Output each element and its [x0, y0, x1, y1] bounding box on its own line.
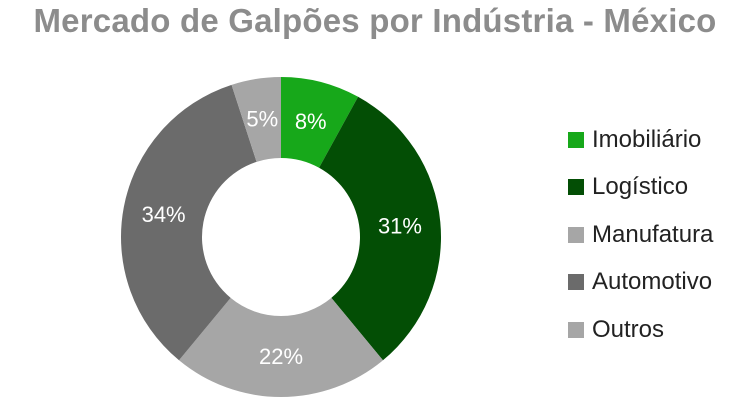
- legend-label: Automotivo: [592, 268, 713, 296]
- legend-swatch: [568, 321, 584, 338]
- legend-label: Logístico: [592, 173, 689, 201]
- slice-0: [281, 77, 359, 168]
- legend-item: Logístico: [568, 164, 713, 212]
- data-label-2: 22%: [259, 344, 303, 369]
- slice-3: [121, 84, 257, 361]
- legend-swatch: [568, 131, 584, 148]
- legend-label: Imobiliário: [592, 125, 702, 153]
- legend-item: Imobiliário: [568, 116, 713, 164]
- slice-2: [179, 297, 383, 397]
- legend-swatch: [568, 274, 584, 291]
- legend-item: Manufatura: [568, 211, 713, 259]
- legend-item: Outros: [568, 306, 713, 354]
- legend-swatch: [568, 226, 584, 243]
- legend-label: Manufatura: [592, 220, 714, 248]
- slice-1: [319, 96, 442, 361]
- legend-item: Automotivo: [568, 259, 713, 307]
- slice-4: [231, 77, 281, 162]
- data-label-0: 8%: [295, 109, 327, 134]
- legend-swatch: [568, 179, 584, 196]
- legend-label: Outros: [592, 315, 665, 343]
- data-label-3: 34%: [142, 202, 186, 227]
- chart-title: Mercado de Galpões por Indústria - Méxic…: [33, 2, 717, 39]
- legend: Imobiliário Logístico Manufatura Automotivo…: [568, 116, 713, 354]
- data-label-4: 5%: [246, 106, 278, 131]
- data-label-1: 31%: [378, 213, 422, 238]
